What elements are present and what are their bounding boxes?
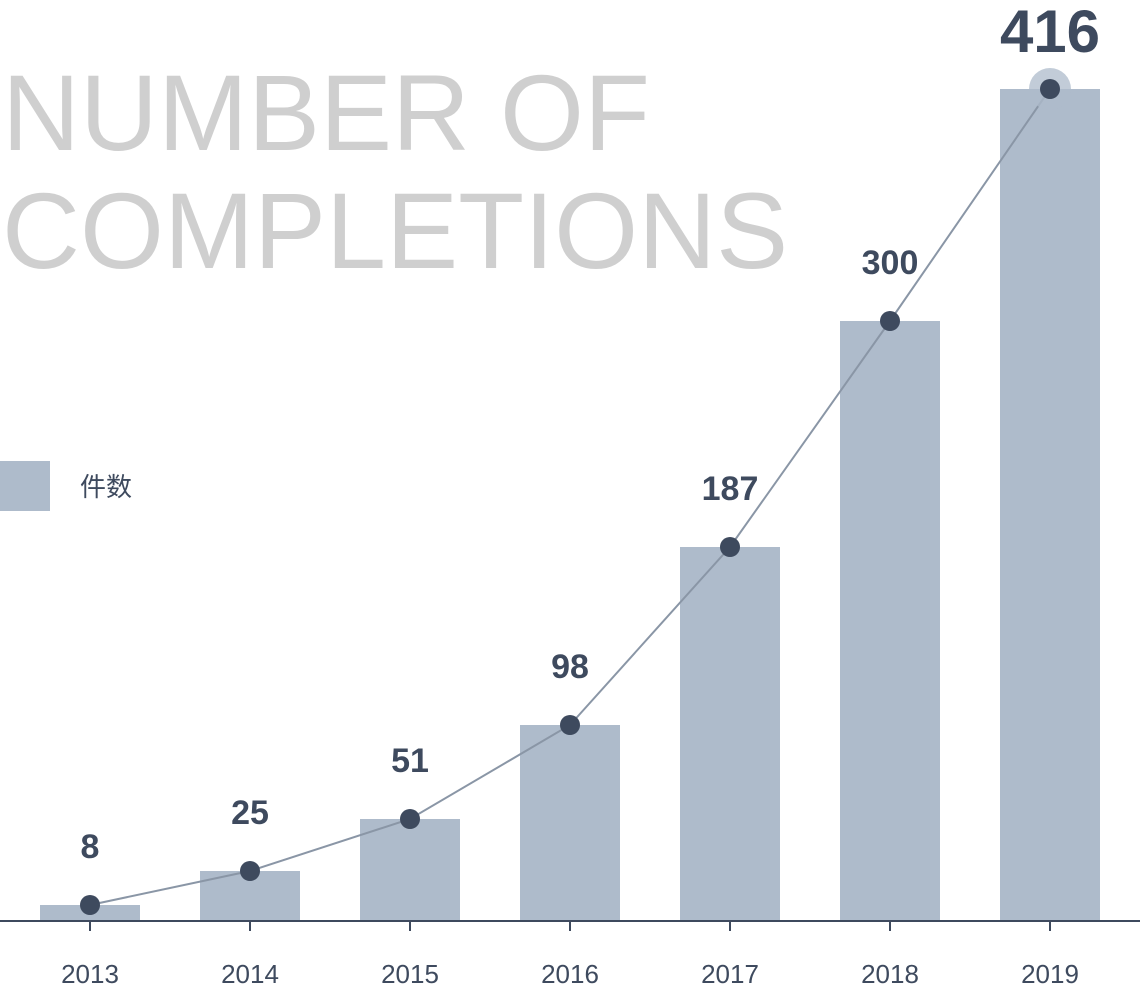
marker-2014 (240, 861, 260, 881)
x-tick-label-2013: 2013 (61, 959, 119, 984)
marker-2016 (560, 715, 580, 735)
bar-2017 (680, 547, 780, 921)
marker-2015 (400, 809, 420, 829)
bar-2018 (840, 321, 940, 921)
marker-2019 (1040, 79, 1060, 99)
legend: 件数 (0, 461, 132, 511)
marker-2013 (80, 895, 100, 915)
data-label-2018: 300 (862, 244, 919, 282)
x-tick-label-2019: 2019 (1021, 959, 1079, 984)
legend-swatch (0, 461, 50, 511)
marker-2017 (720, 537, 740, 557)
chart-title-line-1: NUMBER OF (2, 52, 650, 173)
x-tick-label-2014: 2014 (221, 959, 279, 984)
bars (40, 89, 1100, 921)
x-axis: 2013 2014 2015 2016 2017 2018 2019 (0, 920, 1140, 984)
x-tick-label-2015: 2015 (381, 959, 439, 984)
bar-2015 (360, 819, 460, 921)
bar-2016 (520, 725, 620, 921)
trend-line (80, 68, 1071, 915)
data-label-2016: 98 (551, 648, 589, 686)
chart-title: NUMBER OF COMPLETIONS (2, 52, 788, 291)
legend-label: 件数 (80, 473, 132, 503)
data-label-2013: 8 (81, 828, 100, 866)
data-labels: 8 25 51 98 187 300 416 (81, 0, 1101, 866)
data-label-2019: 416 (1000, 0, 1100, 65)
data-label-2014: 25 (231, 794, 269, 832)
x-tick-label-2018: 2018 (861, 959, 919, 984)
data-label-2015: 51 (391, 742, 429, 780)
x-tick-label-2016: 2016 (541, 959, 599, 984)
chart-title-line-2: COMPLETIONS (2, 170, 788, 291)
bar-2019 (1000, 89, 1100, 921)
x-tick-label-2017: 2017 (701, 959, 759, 984)
marker-2018 (880, 311, 900, 331)
data-label-2017: 187 (702, 470, 759, 508)
